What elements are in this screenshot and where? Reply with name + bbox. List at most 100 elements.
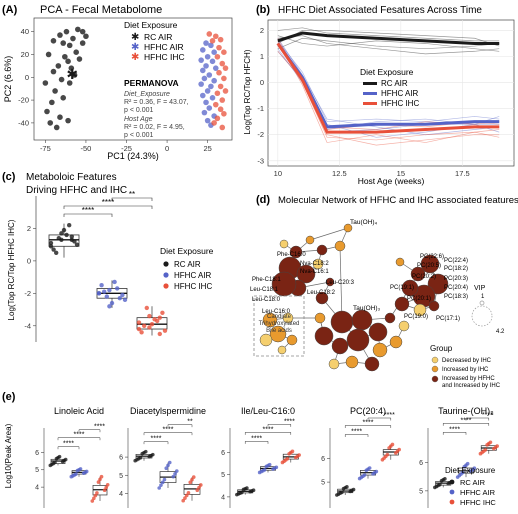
panel-d-title: Molecular Network of HFHC and IHC associ… [278,195,518,206]
pca-point [212,65,219,71]
significance-label: **** [482,412,493,419]
box-point [385,452,390,457]
box-point [64,232,69,238]
panel-a-frame [33,17,233,141]
box-point [472,466,477,470]
panel-a-points: ✱ [42,26,229,131]
box-point [157,315,162,320]
group-legend-item: Increased by IHC [442,367,489,373]
panel-a-legend-item: RC AIR [144,32,172,42]
panel-c-ylabel: Log(Top RC/Top HFHC IHC) [7,219,16,320]
pca-point [44,108,50,115]
pca-point [221,75,227,82]
box-point [267,462,272,467]
box-point [483,448,488,452]
box-point [122,297,128,303]
permanova-line: p < 0.001 [124,107,153,114]
network-node [398,320,410,332]
network-nodes [259,223,449,372]
network-node [312,258,324,270]
panel-c-title-line: Metaboloic Features [26,172,117,183]
network-node [389,335,403,349]
network-node [277,345,287,355]
pca-point [53,124,60,131]
pca-point [209,38,216,44]
pca-point [55,63,62,69]
y-tick-label: 5 [419,488,423,495]
box-point [164,466,169,471]
panel-a-xlabel: PC1 (24.3%) [107,151,159,161]
box-point [390,442,395,447]
pca-point [57,114,63,120]
node-label: Tau(OH)₄ [350,219,378,226]
node-label: PC(20:3) [444,276,468,282]
individual-line [277,35,500,52]
node-label: Leu-C18:1 [250,287,279,293]
significance-label: **** [384,412,395,419]
box-point [191,475,196,479]
box-point [240,490,244,495]
y-tick-label: 5 [321,480,325,487]
node-label: PC(17:1) [436,316,460,322]
pca-point [209,58,216,65]
vip-size-circle-small [479,300,485,306]
box-point [136,326,142,332]
network-node [314,326,334,346]
box-point [173,472,177,476]
pca-point [208,42,214,49]
node-label: PC(22:4) [444,258,468,264]
significance-label: **** [82,206,94,215]
pca-point [42,80,49,86]
box-point [465,461,470,466]
group-legend-title: Group [430,344,453,353]
network-node [282,312,294,324]
network-node [316,244,328,256]
pca-point [203,99,209,106]
box-point [48,240,54,246]
box-point [340,490,344,495]
box-point [190,477,194,482]
x-tick-label: -50 [81,144,92,153]
box-point [443,477,447,481]
panel-c-legend-title: Diet Exposure [160,246,214,256]
box-point [297,453,301,457]
pca-point [199,92,206,99]
y-tick-label: -1 [257,104,264,113]
box-point [147,325,152,330]
node-label: PC(20:2) [412,274,436,280]
box-point [175,469,179,473]
box-point [251,488,256,493]
y-tick-label: 4 [119,491,123,498]
y-tick-label: 5 [221,472,225,479]
pca-point [206,105,213,111]
group-legend-item: and Increased by IHC [442,383,501,389]
panel-b-ylabel: Log(Top RC/Top HFCH) [243,49,252,134]
subplot-title: Diacetylspermidine [130,406,206,416]
pca-point [199,47,206,53]
box-point [105,483,110,487]
individual-line [277,27,500,42]
pca-point [214,53,221,60]
pca-point [217,36,224,43]
box-point [48,244,54,249]
box-point [93,493,98,498]
panel-a-legend-title: Diet Exposure [124,20,178,30]
box-point [397,447,401,452]
pca-point [212,33,219,40]
significance-bracket [465,417,490,421]
box-point [102,289,107,294]
individual-line [277,40,500,123]
node-label: PC(19:1) [390,285,414,291]
panel-b-xlabel: Host Age (weeks) [358,176,425,186]
box-point [142,323,147,328]
y-tick-label: 6 [321,456,325,463]
pca-point [68,65,75,71]
box-point [166,463,170,468]
box-point [57,454,62,459]
pca-point [208,83,214,90]
node-label: PC(20:5) [417,263,441,269]
pca-point [204,117,211,124]
